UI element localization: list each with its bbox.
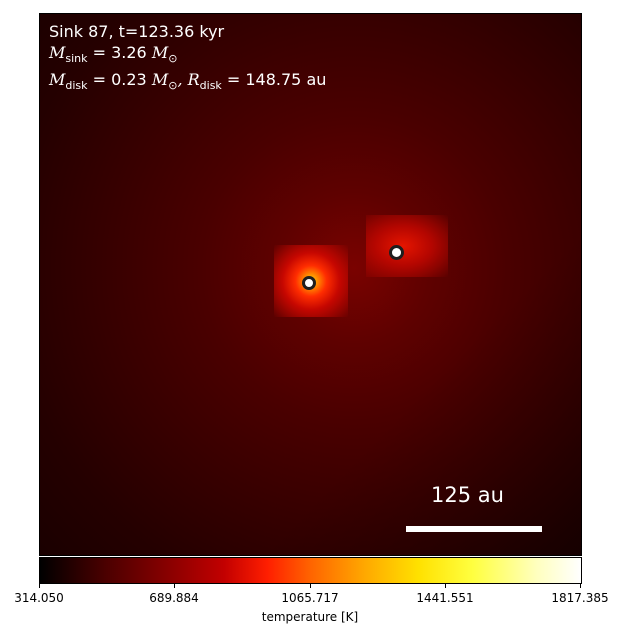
m-sink-unit-sub: ⊙ bbox=[168, 52, 178, 66]
colorbar-label: temperature [K] bbox=[261, 610, 359, 624]
colorbar-tick-label: 314.050 bbox=[14, 591, 64, 605]
colorbar-tick bbox=[445, 583, 446, 588]
m-sink-unit: M bbox=[151, 43, 169, 62]
m-sink-symbol: M bbox=[49, 43, 66, 62]
r-disk-symbol: , R bbox=[177, 70, 200, 90]
colorbar-tick bbox=[310, 583, 311, 588]
colorbar-tick-label: 1065.717 bbox=[281, 591, 339, 605]
m-disk-symbol: M bbox=[49, 70, 66, 90]
sink-mass-line: Msink = 3.26 M⊙ bbox=[49, 42, 326, 69]
info-annotation: Sink 87, t=123.36 kyr Msink = 3.26 M⊙ Md… bbox=[49, 21, 326, 96]
m-disk-value: = 0.23 bbox=[87, 70, 152, 90]
r-disk-sub: disk bbox=[199, 79, 222, 93]
sink-marker bbox=[389, 245, 404, 260]
colorbar-tick-label: 689.884 bbox=[149, 591, 199, 605]
m-sink-value: = 3.26 bbox=[87, 43, 152, 62]
temperature-map: Sink 87, t=123.36 kyr Msink = 3.26 M⊙ Md… bbox=[39, 13, 582, 556]
colorbar-tick-label: 1817.385 bbox=[551, 591, 609, 605]
colorbar-tick bbox=[174, 583, 175, 588]
m-disk-unit: M bbox=[151, 70, 169, 90]
scalebar-label: 125 au bbox=[431, 483, 504, 507]
m-sink-sub: sink bbox=[65, 52, 88, 66]
scalebar bbox=[406, 526, 542, 532]
m-disk-unit-sub: ⊙ bbox=[168, 79, 178, 93]
colorbar bbox=[39, 557, 582, 584]
m-disk-sub: disk bbox=[65, 79, 88, 93]
colorbar-tick bbox=[580, 583, 581, 588]
r-disk-value: = 148.75 au bbox=[221, 70, 327, 90]
sink-marker bbox=[302, 276, 316, 290]
colorbar-tick-label: 1441.551 bbox=[416, 591, 474, 605]
disk-line: Mdisk = 0.23 M⊙, Rdisk = 148.75 au bbox=[49, 69, 326, 96]
sink-time-line: Sink 87, t=123.36 kyr bbox=[49, 22, 225, 41]
hot-region-upper-sink bbox=[366, 215, 448, 277]
colorbar-tick bbox=[39, 583, 40, 588]
